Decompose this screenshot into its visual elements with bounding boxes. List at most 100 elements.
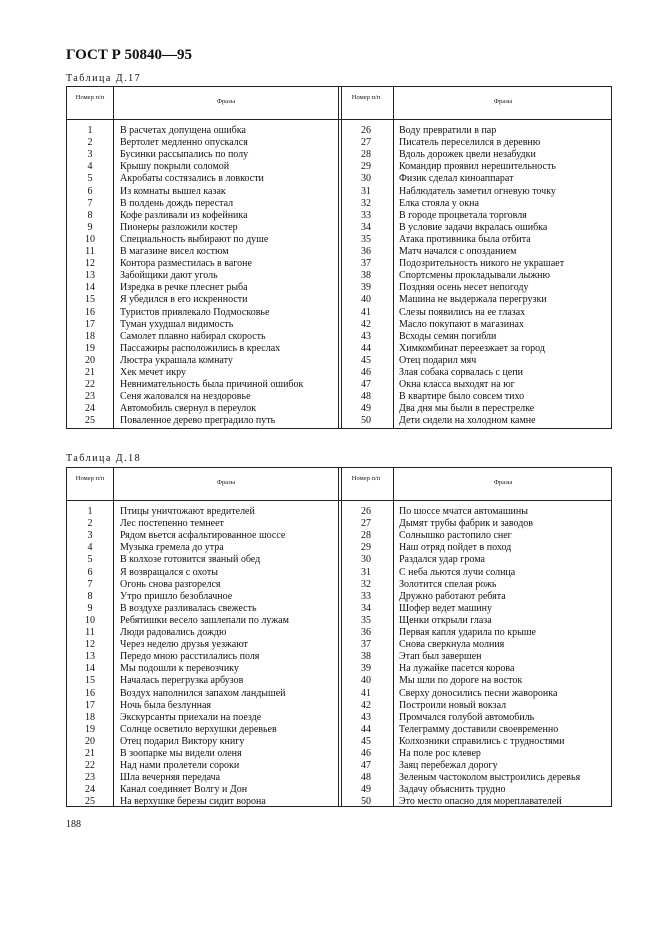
row-number: 41: [361, 687, 371, 699]
phrase-text: Крышу покрыли соломой: [120, 161, 230, 173]
row-number: 37: [361, 639, 371, 651]
phrase-text: Забойщики дают уголь: [120, 270, 218, 282]
phrase-text: Музыка гремела до утра: [120, 542, 224, 554]
table-row: 18 Экскурсанты приехали на поезде 43 Промча…: [67, 712, 611, 724]
phrase-text: Этап был завершен: [399, 651, 482, 663]
phrase-text: Птицы уничтожают вредителей: [120, 506, 255, 517]
table-row: 7 В полдень дождь перестал 32 Елка стояла у…: [67, 198, 611, 210]
phrase-text: Матч начался с опозданием: [399, 246, 517, 257]
header-phrases: Фразы: [493, 479, 513, 486]
row-number: 12: [85, 258, 95, 270]
row-number: 7: [87, 197, 93, 209]
phrase-text: Хек мечет икру: [120, 367, 186, 378]
table-row: 8 Кофе разливали из кофейника 33 В городе п…: [67, 210, 611, 222]
phrase-text: Огонь снова разгорелся: [120, 578, 221, 590]
row-number: 28: [361, 149, 371, 161]
phrase-text: Телеграмму доставили своевременно: [399, 723, 559, 735]
row-number: 48: [361, 772, 371, 784]
table-row: 5 В колхозе готовится званый обед 30 Раздал…: [67, 554, 611, 566]
row-number: 38: [361, 270, 371, 282]
phrase-text: В городе процветала торговля: [399, 209, 527, 221]
phrase-text: Через неделю друзья уезжают: [120, 639, 248, 651]
phrase-text: Спортсмены прокладывали лыжню: [399, 270, 551, 282]
table-row: 6 Я возвращался с охоты 31 С неба льются лу…: [67, 567, 611, 579]
phrase-text: Рядом вьется асфальтированное шоссе: [120, 530, 286, 542]
row-number: 35: [361, 614, 371, 626]
phrase-text: Отец подарил мяч: [399, 354, 477, 366]
phrase-text: С неба льются лучи солнца: [399, 566, 516, 578]
row-number: 35: [361, 233, 371, 245]
row-number: 47: [361, 760, 371, 772]
table-row: 25 На верхушке березы сидит ворона 50 Это м…: [67, 796, 611, 808]
row-number: 32: [361, 578, 371, 590]
table-caption: Таблица Д.18: [66, 453, 142, 464]
phrase-text: Машина не выдержала перегрузки: [399, 294, 547, 306]
phrase-text: На верхушке березы сидит ворона: [120, 796, 266, 808]
phrase-text: На лужайке пасется корова: [399, 663, 515, 675]
table-row: 3 Рядом вьется асфальтированное шоссе 28 Со…: [67, 530, 611, 542]
row-number: 50: [361, 415, 371, 427]
table-row: 15 Я убедился в его искренности 40 Машина н…: [67, 294, 611, 306]
table-row: 24 Канал соединяет Волгу и Дон 49 Задачу об…: [67, 784, 611, 796]
phrase-table: Номер п/п Фразы Номер п/п Фразы 1 Птицы уничт…: [66, 467, 612, 807]
table-row: 8 Утро пришло безоблачное 33 Дружно работаю…: [67, 591, 611, 603]
header-phrases: Фразы: [493, 98, 513, 105]
row-number: 27: [361, 137, 371, 149]
phrase-text: Мы шли по дороге на восток: [399, 675, 523, 687]
phrase-text: Контора разместилась в вагоне: [120, 258, 252, 270]
row-number: 7: [87, 578, 93, 590]
table-row: 23 Шла вечерняя передача 48 Зеленым частоко…: [67, 772, 611, 784]
phrase-text: Утро пришло безоблачное: [120, 590, 233, 602]
row-number: 5: [87, 173, 93, 185]
phrase-text: Невнимательность была причиной ошибок: [120, 379, 304, 391]
row-number: 20: [85, 354, 95, 366]
row-number: 39: [361, 663, 371, 675]
row-number: 42: [361, 699, 371, 711]
phrase-text: Отец подарил Виктору книгу: [120, 735, 245, 747]
table-row: 2 Лес постепенно темнеет 27 Дымят трубы фаб…: [67, 518, 611, 530]
phrase-text: Задачу объяснить трудно: [399, 784, 506, 796]
phrase-text: Писатель переселился в деревню: [399, 137, 541, 149]
row-number: 44: [361, 723, 371, 735]
table-row: 11 В магазине висел костюм 36 Матч начался …: [67, 246, 611, 258]
row-number: 45: [361, 735, 371, 747]
phrase-text: Акробаты состязались в ловкости: [120, 173, 264, 185]
row-number: 46: [361, 367, 371, 378]
table-row: 22 Над нами пролетели сороки 47 Заяц перебе…: [67, 760, 611, 772]
phrase-text: Построили новый вокзал: [399, 699, 507, 711]
table-row: 21 Хек мечет икру 46 Злая собака сорвалась …: [67, 367, 611, 379]
row-number: 21: [85, 748, 95, 759]
phrase-text: Воздух наполнился запахом ландышей: [120, 687, 286, 699]
row-number: 13: [85, 651, 95, 663]
phrase-text: Щенки открыли глаза: [399, 614, 492, 626]
row-number: 24: [85, 403, 95, 415]
header-phrases: Фразы: [216, 479, 236, 486]
phrase-text: Поздняя осень несет непогоду: [399, 282, 529, 294]
phrase-text: Шла вечерняя передача: [120, 772, 221, 784]
row-number: 31: [361, 185, 371, 197]
phrase-text: Люди радовались дождю: [120, 627, 227, 638]
phrase-text: Я убедился в его искренности: [120, 294, 248, 306]
row-number: 46: [361, 748, 371, 759]
row-number: 34: [361, 602, 371, 614]
table-row: 18 Самолет плавно набирал скорость 43 Всход…: [67, 331, 611, 343]
row-number: 45: [361, 354, 371, 366]
row-number: 22: [85, 760, 95, 772]
phrase-text: Канал соединяет Волгу и Дон: [120, 784, 248, 796]
table-row: 25 Поваленное дерево преградило путь 50 Дет…: [67, 415, 611, 427]
table-row: 22 Невнимательность была причиной ошибок 4…: [67, 379, 611, 391]
phrase-text: Экскурсанты приехали на поезде: [120, 711, 262, 723]
row-number: 25: [85, 796, 95, 808]
table-row: 16 Воздух наполнился запахом ландышей 41 Св…: [67, 688, 611, 700]
table-row: 15 Началась перегрузка арбузов 40 Мы шли по…: [67, 675, 611, 687]
phrase-text: Началась перегрузка арбузов: [120, 675, 244, 687]
table-row: 23 Сеня жаловался на нездоровье 48 В кварти…: [67, 391, 611, 403]
header-number: Номер п/п: [75, 475, 105, 482]
table-row: 4 Крышу покрыли соломой 29 Командир проявил…: [67, 161, 611, 173]
phrase-text: Лес постепенно темнеет: [120, 518, 224, 530]
row-number: 43: [361, 330, 371, 342]
row-number: 37: [361, 258, 371, 270]
table-row: 1 В расчетах допущена ошибка 26 Воду превра…: [67, 125, 611, 137]
row-number: 1: [87, 506, 93, 517]
table-row: 17 Ночь была безлунная 42 Построили новый в…: [67, 700, 611, 712]
